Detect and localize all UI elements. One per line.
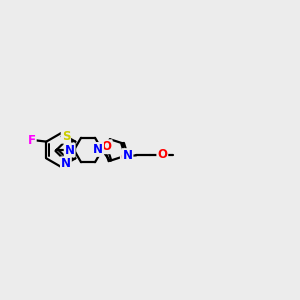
- Text: O: O: [121, 151, 131, 164]
- Text: S: S: [61, 130, 70, 143]
- Text: N: N: [65, 143, 75, 157]
- Text: O: O: [102, 140, 112, 153]
- Text: N: N: [93, 143, 103, 156]
- Text: O: O: [157, 148, 167, 161]
- Text: N: N: [61, 157, 71, 170]
- Text: N: N: [122, 149, 133, 162]
- Text: F: F: [28, 134, 36, 147]
